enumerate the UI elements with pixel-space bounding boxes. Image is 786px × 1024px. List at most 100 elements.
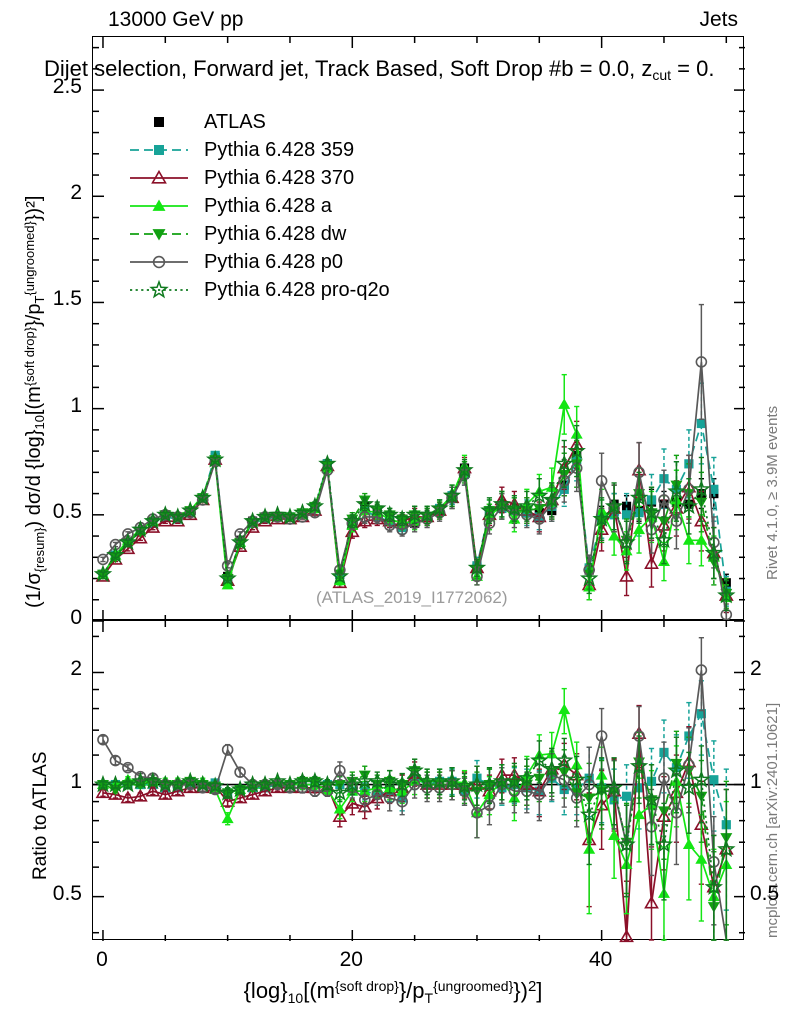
legend-label: Pythia 6.428 a xyxy=(204,194,332,217)
data-marker xyxy=(181,500,200,519)
data-marker xyxy=(255,507,275,525)
data-marker xyxy=(692,770,711,788)
data-marker xyxy=(268,771,287,790)
data-marker xyxy=(619,568,634,582)
legend-entry-4[interactable]: Pythia 6.428 dw xyxy=(128,220,390,248)
data-marker xyxy=(555,454,574,472)
legend: ATLAS Pythia 6.428 359 Pythia 6.428 370 Pyt… xyxy=(128,108,390,304)
ratio-y-tick-label-right-2: 2 xyxy=(750,657,762,681)
data-marker xyxy=(230,532,250,551)
data-marker xyxy=(181,771,200,790)
data-marker xyxy=(695,853,708,864)
data-marker xyxy=(709,775,719,785)
data-marker xyxy=(95,785,111,799)
legend-marker xyxy=(152,255,166,269)
legend-entry-5[interactable]: Pythia 6.428 p0 xyxy=(128,248,390,276)
legend-entry-0[interactable]: ATLAS xyxy=(128,108,390,136)
data-marker xyxy=(542,490,561,508)
data-marker xyxy=(184,506,197,519)
data-marker xyxy=(230,779,250,798)
legend-entry-2[interactable]: Pythia 6.428 370 xyxy=(128,164,390,192)
legend-key-star-open-icon xyxy=(128,278,190,302)
legend-key-circle-open-icon xyxy=(128,250,190,274)
data-marker xyxy=(619,929,634,943)
legend-label: Pythia 6.428 359 xyxy=(204,138,355,161)
ratio-plot-graphics xyxy=(93,621,745,943)
data-marker xyxy=(333,802,346,814)
data-marker xyxy=(667,481,686,500)
data-marker xyxy=(157,786,173,800)
data-marker xyxy=(234,528,246,540)
xlab-part-c-sub: T xyxy=(424,990,434,1006)
data-marker xyxy=(455,776,474,795)
data-marker xyxy=(517,768,537,787)
data-marker xyxy=(106,545,125,563)
xlab-part-e: ] xyxy=(536,978,543,1003)
data-marker xyxy=(392,774,412,793)
legend-entry-6[interactable]: Pythia 6.428 pro-q2o xyxy=(128,276,390,304)
data-marker xyxy=(221,743,234,756)
data-marker xyxy=(679,778,699,796)
data-marker xyxy=(245,786,260,800)
data-marker xyxy=(305,496,325,515)
plot-title-suffix: = 0. xyxy=(671,56,715,81)
data-marker xyxy=(567,441,586,459)
main-y-tick-label-0.5: 0.5 xyxy=(52,499,82,523)
xlab-part-b: [(m xyxy=(303,978,335,1003)
legend-label: Pythia 6.428 pro-q2o xyxy=(204,278,390,301)
data-marker xyxy=(621,510,632,520)
data-marker xyxy=(109,754,122,767)
data-marker xyxy=(658,772,670,785)
data-marker xyxy=(682,838,695,850)
data-marker xyxy=(430,498,449,517)
main-plot-graphics xyxy=(93,37,745,622)
x-axis-label: {log}10[(m{soft drop}}/pT{ungroomed}})2] xyxy=(0,978,786,1006)
main-y-tick-label-1.5: 1.5 xyxy=(52,287,82,311)
data-marker xyxy=(517,496,537,515)
data-marker xyxy=(131,519,150,538)
ylab-part-a-sub: {resum} xyxy=(32,527,47,573)
data-marker xyxy=(604,496,624,515)
data-marker xyxy=(717,585,736,604)
data-marker xyxy=(168,774,187,793)
analysis-category-label: Jets xyxy=(699,8,738,31)
data-marker xyxy=(642,502,661,521)
x-tick-label-20: 20 xyxy=(339,948,363,971)
ratio-y-tick-label-right-1: 1 xyxy=(750,769,762,793)
legend-entry-1[interactable]: Pythia 6.428 359 xyxy=(128,136,390,164)
data-marker xyxy=(97,733,109,746)
data-marker xyxy=(442,486,462,504)
data-marker xyxy=(471,806,483,819)
legend-entry-3[interactable]: Pythia 6.428 a xyxy=(128,192,390,220)
data-marker xyxy=(122,761,134,774)
data-marker xyxy=(629,756,649,775)
series-pythia-6-428-pro-q2o xyxy=(93,424,736,612)
main-y-tick-label-1: 1 xyxy=(70,393,82,417)
data-marker xyxy=(132,530,148,544)
data-marker xyxy=(558,398,571,409)
plot-title-mid: = 0.0, z xyxy=(573,56,653,81)
data-marker xyxy=(280,774,300,793)
series-pythia-6-428-pro-q2o xyxy=(93,735,736,941)
xlab-part-b-sup: {soft drop} xyxy=(334,978,399,994)
beam-energy-label: 13000 GeV pp xyxy=(108,8,244,31)
series-pythia-6-428-a xyxy=(96,687,733,941)
data-marker xyxy=(492,494,512,513)
main-y-tick-label-2: 2 xyxy=(70,181,82,205)
data-marker xyxy=(633,808,646,820)
data-marker xyxy=(234,766,246,778)
data-marker xyxy=(344,524,360,538)
data-marker xyxy=(558,703,571,715)
legend-marker xyxy=(154,117,164,127)
data-marker xyxy=(132,788,148,802)
data-marker xyxy=(604,778,624,796)
legend-key-triangle-up-fill-icon xyxy=(128,194,190,218)
x-tick-label-40: 40 xyxy=(588,948,613,971)
data-marker xyxy=(696,418,706,429)
legend-label: Pythia 6.428 p0 xyxy=(204,250,343,273)
data-marker xyxy=(343,774,362,793)
data-marker xyxy=(533,788,546,801)
data-marker xyxy=(380,771,399,790)
series-pythia-6-428-p0 xyxy=(97,637,728,941)
